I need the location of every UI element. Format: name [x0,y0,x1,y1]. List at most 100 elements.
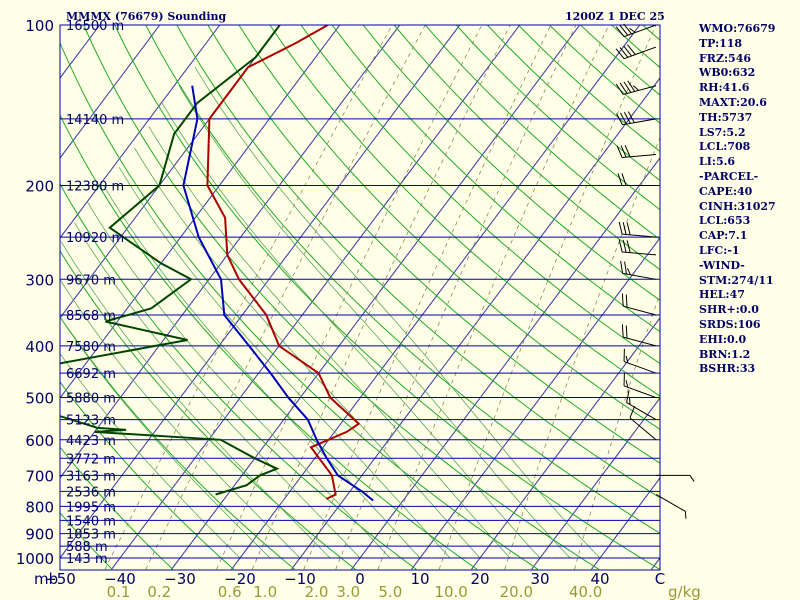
isotherm-line [60,25,221,239]
moist-adiabat [60,241,331,559]
wind-barb-staff [622,233,657,238]
wind-barb-staff [623,305,657,316]
wind-barb [617,173,656,186]
isotherm-line [531,397,660,570]
sounding-index-item: WMO:76679 [699,22,776,35]
height-level-label: 3772 m [66,452,116,467]
isotherm-line [60,25,161,159]
wind-barb [616,145,657,159]
sounding-index-item: WB0:632 [699,66,756,80]
wind-barb [615,80,657,96]
isotherm-line [60,25,341,399]
sounding-index-item: CAPE:40 [699,184,753,198]
wind-barb [618,221,657,238]
temp-tick-label: 0 [355,570,365,588]
pressure-tick-label: 200 [25,177,54,195]
moist-adiabat [60,278,301,559]
wind-barb [623,373,657,399]
wind-barb-flag [622,222,627,235]
mixing-ratio-label: 5.0 [378,583,402,600]
wind-barb-flag [627,111,635,123]
height-level-label: 7580 m [66,340,116,355]
wind-barb-flag [629,27,636,33]
height-level-label: 16500 m [66,19,124,34]
mixing-ratio-label: 10.0 [434,583,467,600]
pressure-tick-label: 800 [25,498,54,516]
wind-barb-staff [622,118,657,126]
wind-barb-flag [625,294,628,308]
isotherm-line [471,317,660,570]
wind-barb-staff [655,494,686,512]
wind-barb [655,494,687,519]
wind-barb-flag [625,380,629,388]
sounding-index-item: FRZ:546 [699,51,752,65]
chart-datetime: 1200Z 1 DEC 25 [565,10,665,23]
wind-barb [621,324,657,347]
pressure-tick-label: 1000 [16,550,54,568]
wind-barb-flag [615,26,625,37]
mixing-ratio-line [216,25,483,570]
mixing-ratio-label: 2.0 [305,583,329,600]
moist-adiabat [60,316,271,559]
wind-barb-flag [623,23,632,35]
mixing-ratio-line [574,292,660,570]
height-level-label: 1540 m [66,514,116,529]
wind-barb [629,405,657,441]
moist-adiabat [161,102,541,559]
isotherm-line [171,25,581,570]
height-level-label: 9670 m [66,273,116,288]
wind-barb-flag [619,47,629,58]
height-level-label: 6692 m [66,367,116,382]
wind-barb-flag [617,173,623,186]
sounding-index-item: TH:5737 [699,110,753,124]
wind-barb-flag [615,48,625,60]
height-level-label: 14140 m [66,113,124,128]
height-level-label: 143 m [66,552,108,567]
height-level-label: 3163 m [66,469,116,484]
wind-barb-flag [629,405,636,419]
mixing-ratio-line [377,25,610,570]
wind-barb [623,348,657,374]
temp-tick-label: −10 [284,570,316,588]
wind-barb [616,111,657,126]
wind-barb-staff [629,417,657,441]
temp-tick-label: −50 [44,570,76,588]
dewpoint-line [60,25,281,496]
chart-title: MMMX (76679) Sounding [66,10,227,23]
sounding-index-item: HEL:47 [699,288,745,302]
wind-barb [626,390,657,421]
moist-adiabat [178,85,571,559]
height-level-label: 2536 m [66,485,116,500]
moist-adiabat [60,352,241,559]
plot-area [60,25,660,570]
isotherm-line [60,25,401,479]
moist-adiabat [148,126,511,559]
height-level-label: 1995 m [66,500,116,515]
wind-barb-staff [622,272,657,280]
plot-border [59,24,661,571]
sounding-indices: WMO:76679 TP:118 FRZ:546 WB0:632 RH:41.6 MAXT… [699,22,776,377]
wind-barb-flag [626,390,630,403]
wind-barb [620,260,657,280]
temp-tick-label: C [655,570,665,588]
wind-barb [618,239,657,256]
wind-barb-staff [623,24,657,38]
wind-barb [615,23,657,38]
wind-barb-flag [618,239,623,253]
sounding-index-item: MAXT:20.6 [699,95,767,109]
height-level-label: 12380 m [66,179,124,194]
isotherm-line [351,157,660,570]
sounding-index-item: EHI:0.0 [699,332,747,346]
wind-barb-flag [623,81,632,93]
wind-barb-flag [619,82,628,94]
sounding-index-item: -PARCEL- [699,169,759,183]
wind-barb-flag [620,260,624,274]
wind-barb-flag [619,25,629,36]
pressure-tick-label: 500 [25,390,54,408]
wind-barb-flag [632,85,639,91]
mixing-ratio-label: 0.6 [218,583,242,600]
wind-barb-staff [623,336,657,347]
pressure-tick-label: 700 [25,467,54,485]
dry-adiabat [60,250,356,570]
temp-tick-label: 10 [410,570,429,588]
